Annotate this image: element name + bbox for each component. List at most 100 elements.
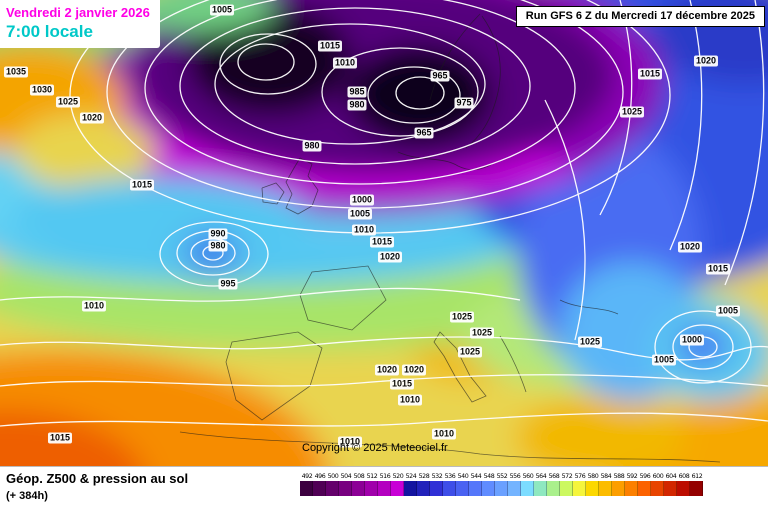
legend-value: 556 bbox=[509, 472, 520, 480]
pressure-label: 1005 bbox=[715, 305, 741, 317]
pressure-label: 1010 bbox=[351, 224, 377, 236]
pressure-label: 1015 bbox=[369, 236, 395, 248]
pressure-label: 965 bbox=[430, 70, 450, 82]
legend-cell: 492 bbox=[300, 472, 313, 496]
legend-swatch bbox=[534, 481, 547, 496]
legend-value: 496 bbox=[314, 472, 325, 480]
run-info: Run GFS 6 Z du Mercredi 17 décembre 2025 bbox=[515, 6, 765, 27]
pressure-label: 1015 bbox=[317, 40, 343, 52]
legend-cell: 580 bbox=[586, 472, 599, 496]
forecast-time: 7:00 locale bbox=[6, 22, 93, 41]
legend-cell: 500 bbox=[326, 472, 339, 496]
legend-value: 520 bbox=[392, 472, 403, 480]
legend-value: 572 bbox=[561, 472, 572, 480]
pressure-label: 1015 bbox=[705, 263, 731, 275]
pressure-label: 1020 bbox=[377, 251, 403, 263]
pressure-label: 1025 bbox=[469, 327, 495, 339]
legend-value: 512 bbox=[366, 472, 377, 480]
legend-cell: 552 bbox=[495, 472, 508, 496]
pressure-label: 1020 bbox=[401, 364, 427, 376]
legend-value: 568 bbox=[548, 472, 559, 480]
legend-cell: 520 bbox=[391, 472, 404, 496]
pressure-label: 1010 bbox=[431, 428, 457, 440]
pressure-label: 1020 bbox=[79, 112, 105, 124]
pressure-label: 1010 bbox=[81, 300, 107, 312]
pressure-label: 1015 bbox=[47, 432, 73, 444]
legend-cell: 564 bbox=[534, 472, 547, 496]
legend-swatch bbox=[586, 481, 599, 496]
legend-value: 544 bbox=[470, 472, 481, 480]
pressure-label: 1035 bbox=[3, 66, 29, 78]
legend-swatch bbox=[443, 481, 456, 496]
pressure-label: 1015 bbox=[637, 68, 663, 80]
legend-value: 536 bbox=[444, 472, 455, 480]
pressure-label: 1005 bbox=[209, 4, 235, 16]
legend-swatch bbox=[482, 481, 495, 496]
pressure-label: 1025 bbox=[55, 96, 81, 108]
copyright: Copyright © 2025 Meteociel.fr bbox=[302, 442, 448, 454]
legend-cell: 540 bbox=[456, 472, 469, 496]
weather-map: 1005 1015 1010 1035 1030 1025 1020 1020 1015 1025… bbox=[0, 0, 768, 466]
legend-cell: 504 bbox=[339, 472, 352, 496]
legend-swatch bbox=[456, 481, 469, 496]
pressure-label: 1025 bbox=[619, 106, 645, 118]
legend-value: 516 bbox=[379, 472, 390, 480]
legend-value: 560 bbox=[522, 472, 533, 480]
pressure-label: 1000 bbox=[679, 334, 705, 346]
legend-value: 492 bbox=[301, 472, 312, 480]
pressure-label: 1000 bbox=[349, 194, 375, 206]
legend-value: 532 bbox=[431, 472, 442, 480]
pressure-label: 980 bbox=[302, 140, 322, 152]
legend-swatch bbox=[599, 481, 612, 496]
legend-swatch bbox=[625, 481, 638, 496]
forecast-date: Vendredi 2 janvier 2026 bbox=[6, 5, 150, 20]
pressure-label: 1020 bbox=[693, 55, 719, 67]
legend-cell: 548 bbox=[482, 472, 495, 496]
legend-cell: 572 bbox=[560, 472, 573, 496]
pressure-label: 990 bbox=[208, 228, 228, 240]
legend-value: 500 bbox=[327, 472, 338, 480]
legend-cell: 560 bbox=[521, 472, 534, 496]
legend-cell: 592 bbox=[625, 472, 638, 496]
pressure-label: 1025 bbox=[577, 336, 603, 348]
legend-value: 508 bbox=[353, 472, 364, 480]
legend-swatch bbox=[365, 481, 378, 496]
pressure-label: 1005 bbox=[651, 354, 677, 366]
legend-swatch bbox=[469, 481, 482, 496]
legend-cell: 600 bbox=[651, 472, 664, 496]
legend-swatch bbox=[404, 481, 417, 496]
legend-swatch bbox=[430, 481, 443, 496]
legend-cell: 588 bbox=[612, 472, 625, 496]
map-title: Géop. Z500 & pression au sol bbox=[6, 471, 189, 486]
legend-swatch bbox=[664, 481, 677, 496]
legend-value: 612 bbox=[691, 472, 702, 480]
pressure-label: 1010 bbox=[332, 57, 358, 69]
legend-cell: 576 bbox=[573, 472, 586, 496]
pressure-labels: 1005 1015 1010 1035 1030 1025 1020 1020 1015 1025… bbox=[3, 4, 741, 448]
pressure-label: 985 bbox=[347, 86, 367, 98]
pressure-label: 1025 bbox=[457, 346, 483, 358]
legend-swatch bbox=[326, 481, 339, 496]
legend-swatch bbox=[521, 481, 534, 496]
legend-value: 580 bbox=[587, 472, 598, 480]
legend-cell: 604 bbox=[664, 472, 677, 496]
legend-scale: 492 496 500 504 508 512 516 520 524 528 532 536 540 5… bbox=[300, 472, 703, 496]
legend-cell: 596 bbox=[638, 472, 651, 496]
legend-swatch bbox=[547, 481, 560, 496]
legend-value: 588 bbox=[613, 472, 624, 480]
legend-value: 576 bbox=[574, 472, 585, 480]
pressure-label: 1015 bbox=[129, 179, 155, 191]
legend-cell: 568 bbox=[547, 472, 560, 496]
legend-cell: 536 bbox=[443, 472, 456, 496]
legend-swatch bbox=[638, 481, 651, 496]
legend-value: 552 bbox=[496, 472, 507, 480]
legend-cell: 508 bbox=[352, 472, 365, 496]
pressure-label: 1005 bbox=[347, 208, 373, 220]
pressure-label: 995 bbox=[218, 278, 238, 290]
legend-cell: 612 bbox=[690, 472, 703, 496]
legend-value: 548 bbox=[483, 472, 494, 480]
pressure-label: 1015 bbox=[389, 378, 415, 390]
legend-value: 600 bbox=[652, 472, 663, 480]
legend-swatch bbox=[677, 481, 690, 496]
legend-value: 564 bbox=[535, 472, 546, 480]
